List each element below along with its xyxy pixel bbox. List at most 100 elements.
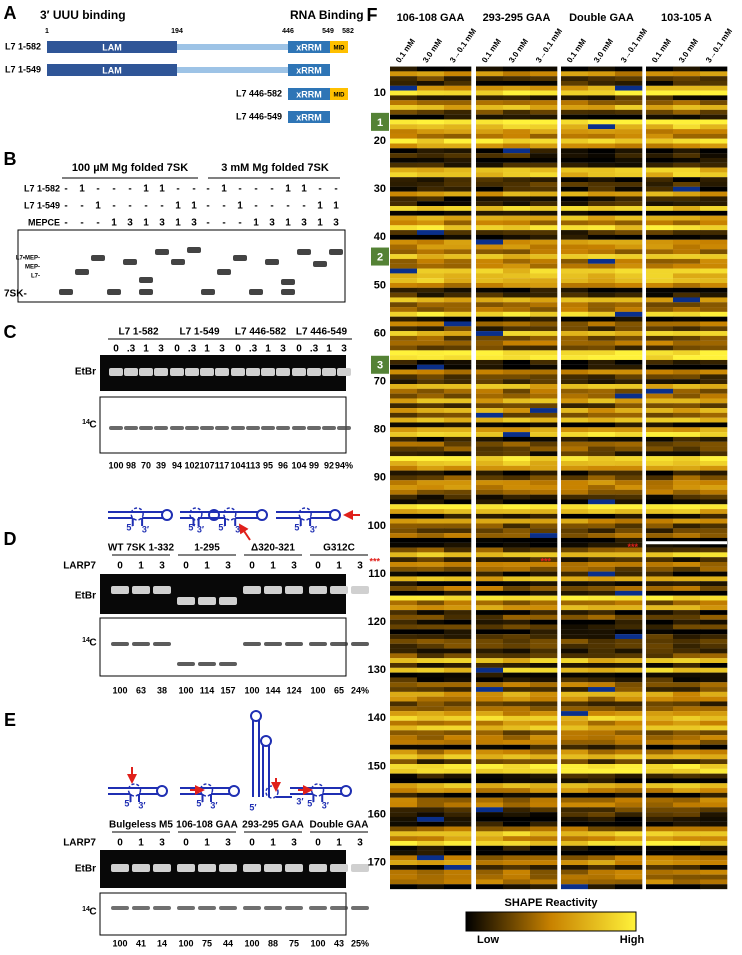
residue-tick: 70 [374,376,386,388]
heatmap-cell [673,797,701,803]
heatmap-cell [673,571,701,577]
heatmap-cell [615,254,643,260]
heatmap-cell [700,865,728,870]
heatmap-cell [444,403,472,409]
heatmap-cell [530,172,558,178]
heatmap-cell [530,518,558,524]
heatmap-cell [673,432,701,438]
heatmap-cell [530,840,558,846]
heatmap-cell [390,95,418,101]
percent-value: 117 [215,460,230,470]
heatmap-cell [503,311,531,317]
lane-label: 1 [204,838,210,849]
heatmap-cell [588,672,616,678]
heatmap-cell [530,321,558,327]
heatmap-cell [390,759,418,765]
gel-band [154,426,168,430]
gel-band [231,426,245,430]
heatmap-cell [588,855,616,861]
heatmap-cell [673,855,701,861]
heatmap-cell [700,162,728,168]
heatmap-cell [417,234,445,240]
heatmap-cell [646,177,674,183]
heatmap-cell [588,706,616,712]
heatmap-cell [646,234,674,240]
heatmap-cell [561,417,589,423]
heatmap-cell [390,788,418,793]
heatmap-cell [700,340,728,346]
gel-band [139,426,153,430]
heatmap-cell [444,610,472,615]
heatmap-cell [673,489,701,495]
heatmap-cell [700,307,728,312]
heatmap-cell [588,364,616,370]
heatmap-cell [673,821,701,827]
heatmap-cell [615,201,643,207]
heatmap-cell [390,513,418,519]
heatmap-cell [530,590,558,596]
heatmap-cell [530,143,558,149]
heatmap-cell [444,509,472,514]
heatmap-cell [476,715,504,721]
heatmap-cell [561,711,589,716]
heatmap-cell [417,797,445,803]
heatmap-cell [503,629,531,635]
lane-cell: - [128,184,131,195]
heatmap-cell [417,715,445,721]
percent-value: 98 [126,460,136,470]
gel-band [185,426,199,430]
heatmap-cell [444,412,472,418]
lane-cell: 3 [127,218,133,229]
heatmap-cell [476,283,504,288]
heatmap-cell [673,528,701,534]
heatmap-cell [503,610,531,615]
heatmap-cell [615,696,643,702]
gel-band [264,586,282,594]
heatmap-cell [561,76,589,82]
heatmap-cell [530,374,558,380]
heatmap-cell [503,571,531,577]
heatmap-cell [503,778,531,784]
lane-label: 0 [183,838,189,849]
gel-band [261,426,275,430]
gel-band [132,586,150,594]
heatmap-cell [673,720,701,726]
heatmap-cell [673,480,701,486]
heatmap-cell [561,321,589,327]
heatmap-cell [390,359,418,365]
heatmap-cell [588,157,616,163]
heatmap-cell [503,451,531,457]
heatmap-cell [503,764,531,769]
heatmap-cell [700,109,728,115]
heatmap-cell [646,764,674,769]
heatmap-cell [417,566,445,572]
heatmap-cell [530,388,558,394]
heatmap-cell [588,263,616,269]
heatmap-cell [673,374,701,380]
heatmap-cell [530,100,558,106]
heatmap-cell [646,316,674,322]
heatmap-cell [476,648,504,654]
heatmap-cell [646,364,674,370]
heatmap-cell [700,749,728,755]
heatmap-cell [615,427,643,433]
heatmap-cell [390,210,418,216]
heatmap-cell [417,417,445,423]
heatmap-cell [561,735,589,741]
heatmap-cell [588,720,616,726]
heatmap-cell [503,730,531,736]
heatmap-cell [530,614,558,620]
heatmap-cell [444,85,472,91]
heatmap-cell [673,359,701,365]
residue-tick: 60 [374,327,386,339]
heatmap-cell [503,119,531,125]
heatmap-cell [700,552,728,558]
heatmap-cell [417,302,445,308]
residue-tick: 120 [368,616,386,628]
heatmap-cell [561,210,589,216]
heatmap-cell [561,436,589,442]
residue-tick: 110 [368,568,386,580]
heatmap-cell [615,504,643,510]
heatmap-cell [503,374,531,380]
heatmap-cell [503,566,531,572]
